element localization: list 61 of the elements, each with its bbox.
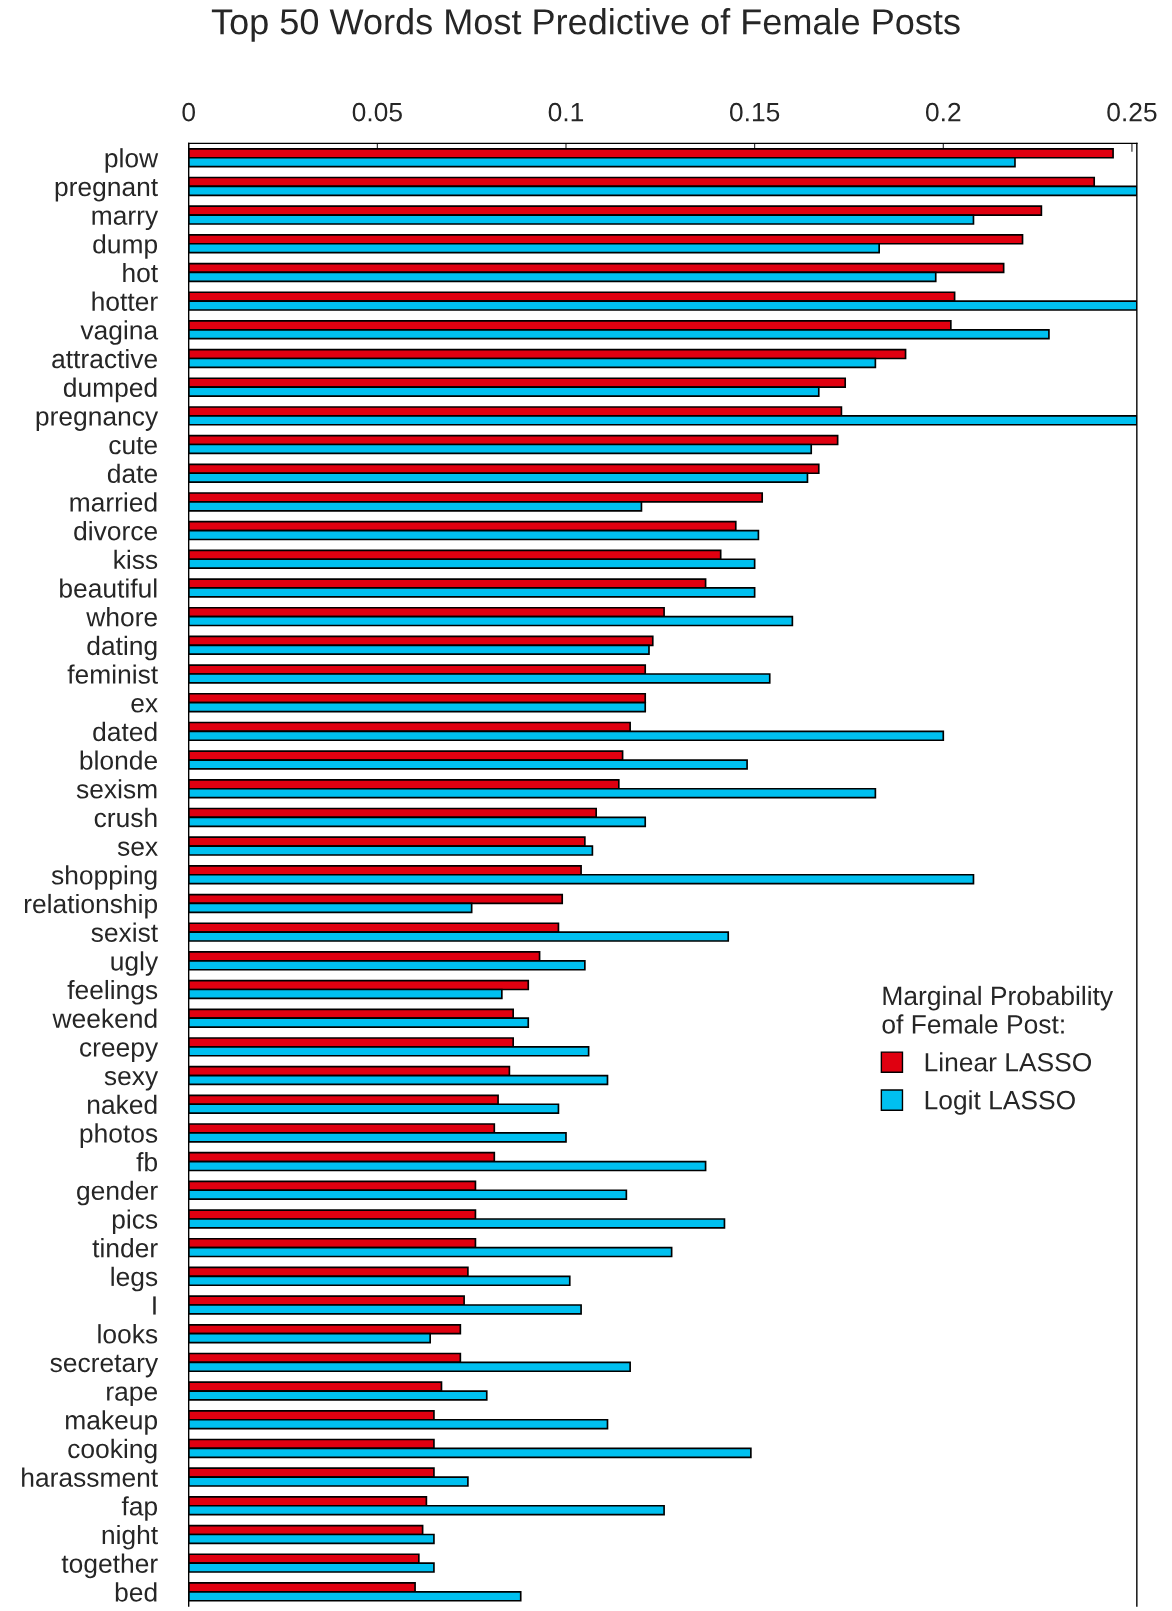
y-tick-label: whore — [86, 607, 157, 627]
y-tick-label: divorce — [74, 521, 157, 541]
x-tick-label: 0.25 — [1107, 102, 1157, 122]
chart-title: Top 50 Words Most Predictive of Female Posts — [211, 8, 960, 42]
y-tick-label: together — [61, 1553, 158, 1579]
y-tick-label: relationship — [24, 893, 158, 919]
y-tick-label: crush — [94, 807, 157, 828]
y-tick-label: ugly — [111, 951, 159, 976]
y-tick-label: pregnant — [55, 178, 158, 202]
x-tick-label: 0.05 — [352, 102, 402, 122]
y-tick-label: married — [70, 492, 157, 512]
y-tick-label: cooking — [68, 1438, 157, 1464]
y-tick-label: feminist — [67, 664, 158, 684]
y-tick-label: night — [102, 1524, 158, 1550]
y-tick-label: dump — [93, 234, 158, 259]
y-tick-label: dating — [87, 635, 157, 661]
y-tick-label: ex — [131, 698, 158, 713]
y-tick-label: marry — [92, 210, 159, 231]
y-tick-label: bed — [115, 1582, 157, 1602]
y-tick-label: dumped — [63, 377, 157, 403]
y-tick-label: hot — [123, 262, 158, 283]
y-tick-label: legs — [111, 1266, 158, 1292]
y-tick-label: tinder — [92, 1238, 158, 1258]
y-tick-label: looks — [98, 1324, 158, 1344]
y-tick-label: pics — [112, 1209, 158, 1234]
y-tick-label: shopping — [51, 865, 157, 890]
y-tick-label: date — [107, 463, 157, 484]
y-tick-label: fb — [136, 1152, 158, 1172]
y-tick-label: weekend — [52, 1008, 157, 1029]
y-tick-label: sexism — [76, 779, 157, 799]
y-tick-label: fap — [121, 1496, 158, 1521]
legend-label: Logit LASSO — [925, 1090, 1075, 1115]
x-tick-label: 0 — [182, 102, 195, 122]
y-tick-label: makeup — [66, 1410, 158, 1435]
y-tick-label: naked — [88, 1094, 157, 1115]
y-tick-label: harassment — [22, 1467, 158, 1487]
y-tick-label: pregnancy — [36, 411, 159, 431]
legend-label: Linear LASSO — [925, 1052, 1092, 1072]
y-tick-label: sexy — [104, 1070, 159, 1091]
y-tick-label: sexist — [91, 922, 158, 942]
y-tick-label: gender — [77, 1180, 158, 1206]
y-tick-label: hotter — [92, 291, 158, 311]
y-tick-label: beautiful — [60, 578, 157, 598]
y-tick-label: sex — [117, 841, 158, 856]
y-tick-label: photos — [80, 1123, 158, 1148]
y-tick-label: kiss — [114, 549, 158, 570]
y-tick-label: rape — [107, 1386, 157, 1407]
x-tick-label: 0.2 — [925, 102, 961, 122]
y-tick-label: plow — [105, 148, 159, 173]
y-tick-label: cute — [109, 437, 157, 455]
legend-title: Marginal Probability of Female Post: — [882, 985, 1114, 1034]
y-tick-label: creepy — [80, 1042, 159, 1062]
y-tick-label: dated — [93, 721, 157, 742]
y-tick-label: blonde — [80, 750, 157, 770]
y-tick-label: vagina — [80, 320, 159, 345]
x-tick-label: 0.15 — [729, 102, 780, 122]
y-tick-label: feelings — [67, 979, 158, 1005]
y-tick-label: secretary — [50, 1354, 159, 1378]
x-tick-label: 0.1 — [548, 102, 584, 122]
y-tick-label: attractive — [52, 348, 157, 369]
y-tick-label: I — [153, 1296, 156, 1315]
